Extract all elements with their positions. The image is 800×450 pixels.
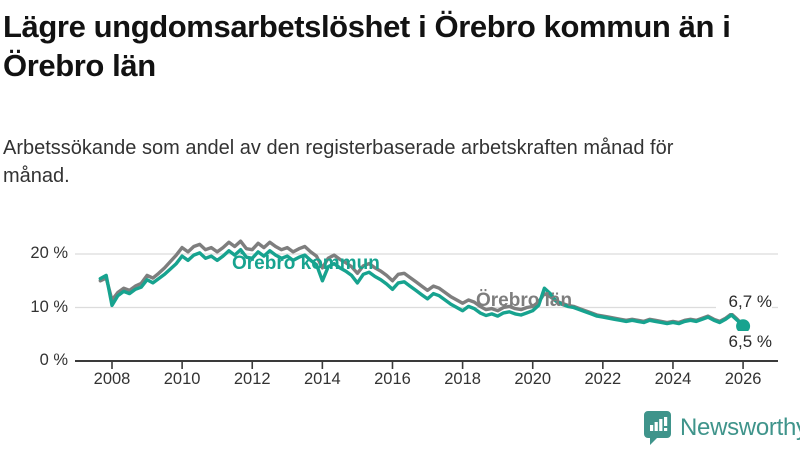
x-tick-label: 2008 [93,370,131,388]
x-tick-label: 2022 [584,370,622,388]
newsworthy-wordmark: Newsworthy [680,414,800,441]
end-value-orebro-kommun: 6,5 % [716,331,772,353]
newsworthy-badge-icon [644,411,671,445]
y-tick-label: 0 % [39,351,68,369]
x-tick-label: 2014 [304,370,341,388]
end-value-orebro-lan: 6,7 % [716,291,772,313]
series-line-orebro-kommun [98,247,745,328]
x-tick-label: 2012 [233,370,271,388]
y-tick-label: 10 % [30,297,68,316]
x-tick-label: 2010 [163,370,201,388]
x-tick-label: 2016 [374,370,411,388]
chart-subtitle: Arbetssökande som andel av den registerb… [3,137,674,187]
x-tick-label: 2026 [724,370,762,388]
series-end-dot [736,319,751,334]
x-tick-label: 2020 [514,370,552,388]
x-tick-label: 2024 [654,370,692,388]
newsworthy-logo: Newsworthy [644,411,800,445]
chart-title: Lägre ungdomsarbetslöshet i Örebro kommu… [3,9,731,83]
y-tick-label: 20 % [30,244,68,262]
series-label-orebro-lan: Örebro län [476,290,573,311]
series-label-orebro-kommun: Örebro kommun [232,253,380,274]
x-tick-label: 2018 [444,370,481,388]
